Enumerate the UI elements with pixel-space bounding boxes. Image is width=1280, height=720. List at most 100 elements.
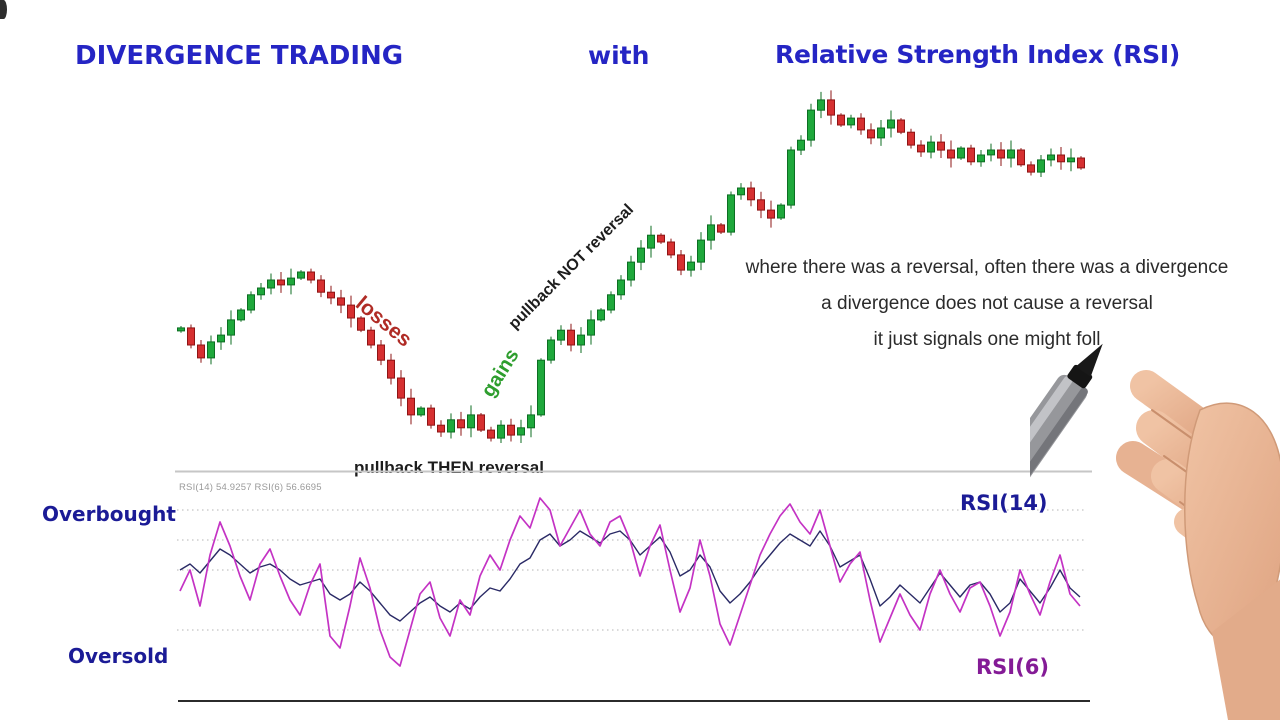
candle-body [327, 291, 335, 299]
commentary-block: where there was a reversal, often there … [725, 250, 1249, 358]
candle-body [657, 234, 665, 243]
candle-body [447, 419, 455, 433]
candle-body [827, 99, 835, 116]
candle-body [887, 119, 895, 129]
candle-body [957, 147, 965, 159]
candle-body [787, 149, 795, 206]
candle-body [567, 329, 575, 346]
candle-body [797, 139, 805, 151]
rsi-indicator-chart [175, 470, 1092, 702]
candle-body [947, 149, 955, 159]
candle-body [347, 304, 355, 319]
candle-body [397, 377, 405, 399]
candle-body [367, 329, 375, 346]
candle-body [647, 234, 655, 249]
rsi-values-readout: RSI(14) 54.9257 RSI(6) 56.6695 [179, 482, 322, 493]
candle-body [267, 279, 275, 289]
candle-body [207, 341, 215, 359]
candle-body [377, 344, 385, 361]
candle-body [867, 129, 875, 139]
candle-body [767, 209, 775, 219]
candle-body [717, 224, 725, 233]
candle-body [337, 297, 345, 306]
candle-body [977, 154, 985, 163]
candle-body [777, 204, 785, 219]
price-candlestick-chart [177, 90, 1085, 443]
candle-body [667, 241, 675, 256]
candle-body [857, 117, 865, 131]
candle-body [607, 294, 615, 311]
marker-pen [1030, 343, 1103, 596]
commentary-line-3: it just signals one might foll [873, 329, 1101, 350]
candle-body [237, 309, 245, 321]
rsi-line-RSI6 [179, 497, 1081, 667]
page-title: DIVERGENCE TRADING [75, 41, 404, 71]
candle-body [627, 261, 635, 281]
candle-body [537, 359, 545, 416]
candle-body [1067, 157, 1075, 163]
forearm [1212, 579, 1280, 720]
candle-body [197, 344, 205, 359]
candle-body [557, 329, 565, 341]
candle-body [737, 187, 745, 196]
candle-body [967, 147, 975, 163]
candle-body [847, 117, 855, 126]
candle-body [817, 99, 825, 111]
candle-body [807, 109, 815, 141]
candle-body [837, 114, 845, 126]
candle-body [307, 271, 315, 281]
candle-body [1047, 154, 1055, 161]
candle-body [697, 239, 705, 263]
candle-body [677, 254, 685, 271]
rsi6-series-label: RSI(6) [976, 655, 1049, 679]
candle-body [457, 419, 465, 429]
candle-body [1037, 159, 1045, 173]
candle-body [247, 294, 255, 311]
candle-body [577, 334, 585, 346]
candle-body [477, 414, 485, 431]
candle-body [227, 319, 235, 336]
candle-body [1007, 149, 1015, 159]
candle-body [217, 334, 225, 343]
candle-body [277, 279, 285, 286]
candle-body [357, 317, 365, 331]
candle-body [617, 279, 625, 296]
candle-body [757, 199, 765, 211]
candle-body [297, 271, 305, 279]
candle-body [1077, 157, 1085, 169]
rsi14-series-label: RSI(14) [960, 491, 1048, 515]
candle-body [707, 224, 715, 241]
candle-body [487, 429, 495, 439]
overbought-label: Overbought [42, 502, 176, 526]
pen-tip [1075, 343, 1103, 377]
candle-body [597, 309, 605, 321]
candle-body [517, 427, 525, 436]
candle-body [417, 407, 425, 416]
commentary-line-1: where there was a reversal, often there … [745, 257, 1229, 278]
candle-body [897, 119, 905, 133]
title-with: with [588, 41, 650, 70]
candle-body [177, 327, 185, 332]
candle-body [1027, 164, 1035, 173]
candle-body [877, 127, 885, 139]
candle-body [187, 327, 195, 346]
candle-body [527, 414, 535, 429]
candle-body [427, 407, 435, 426]
candle-body [467, 414, 475, 429]
candle-body [747, 187, 755, 201]
candle-body [687, 261, 695, 271]
candle-body [387, 359, 395, 379]
edge-artifact-bottom [0, 0, 7, 19]
candle-body [497, 424, 505, 439]
candle-body [727, 194, 735, 233]
candle-body [1017, 149, 1025, 166]
candle-body [547, 339, 555, 361]
oversold-label: Oversold [68, 644, 169, 668]
candle-body [997, 149, 1005, 159]
candle-body [287, 277, 295, 286]
commentary-line-2: a divergence does not cause a reversal [821, 293, 1153, 314]
candle-body [587, 319, 595, 336]
candle-body [637, 247, 645, 263]
title-rsi: Relative Strength Index (RSI) [775, 40, 1180, 69]
